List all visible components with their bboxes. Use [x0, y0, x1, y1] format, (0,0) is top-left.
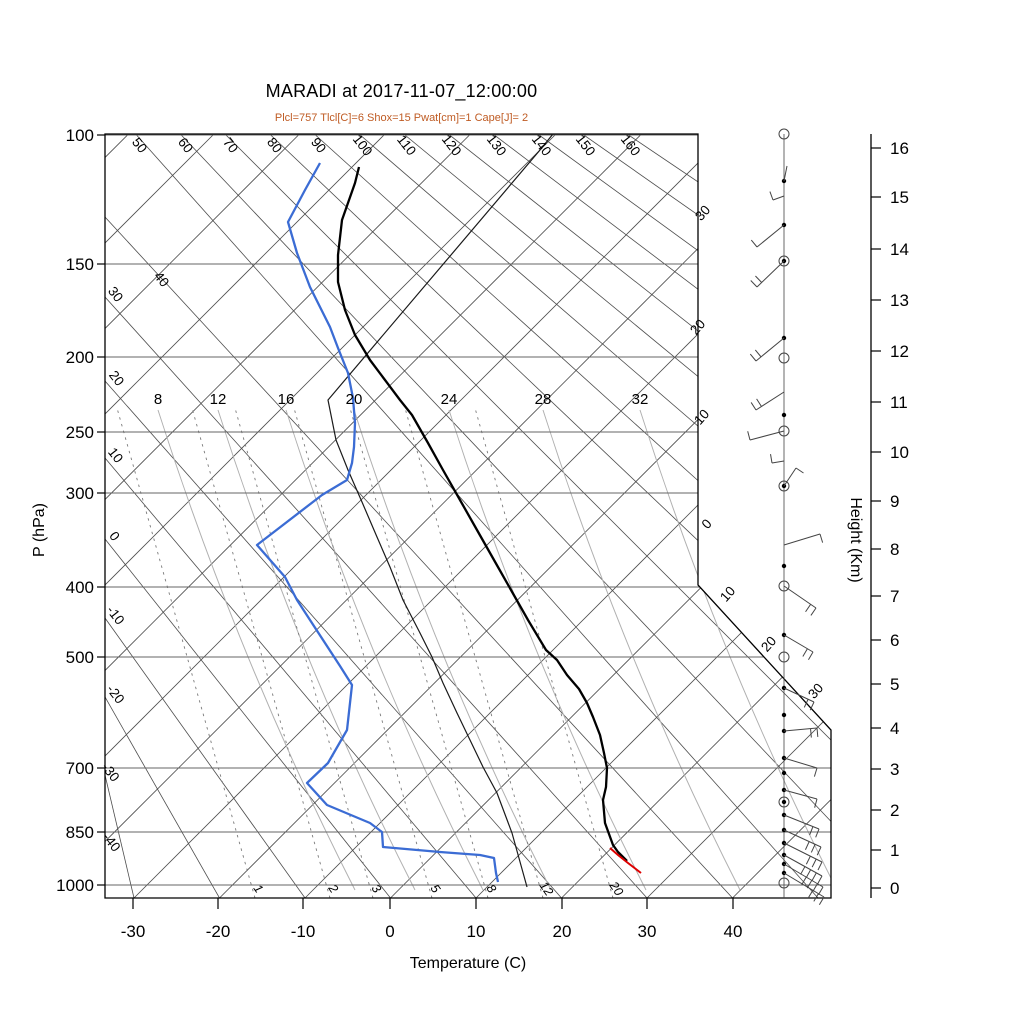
- sounding-indices-subtitle: Plcl=757 Tlcl[C]=6 Shox=15 Pwat[cm]=1 Ca…: [274, 112, 529, 124]
- svg-text:16: 16: [278, 391, 295, 408]
- svg-text:0: 0: [385, 922, 394, 941]
- svg-text:0: 0: [106, 529, 122, 544]
- svg-text:8: 8: [154, 391, 162, 408]
- svg-text:3: 3: [369, 882, 384, 896]
- svg-text:100: 100: [66, 126, 94, 145]
- svg-text:15: 15: [890, 188, 909, 207]
- parcel-curve: [327, 133, 554, 888]
- moist-adiabat-labels: 8 12 16 20 24 28 32: [154, 391, 649, 408]
- svg-text:24: 24: [441, 391, 458, 408]
- svg-text:8: 8: [484, 882, 499, 896]
- svg-text:6: 6: [890, 631, 899, 650]
- svg-text:20: 20: [553, 922, 572, 941]
- svg-text:2: 2: [890, 801, 899, 820]
- svg-text:-30: -30: [99, 760, 123, 785]
- svg-text:10: 10: [717, 583, 738, 604]
- svg-text:150: 150: [573, 132, 599, 159]
- svg-text:30: 30: [692, 202, 713, 223]
- svg-text:30: 30: [805, 680, 826, 701]
- svg-text:200: 200: [66, 348, 94, 367]
- svg-text:300: 300: [66, 484, 94, 503]
- svg-text:16: 16: [890, 139, 909, 158]
- svg-text:9: 9: [890, 492, 899, 511]
- svg-text:-40: -40: [100, 830, 124, 855]
- svg-text:40: 40: [724, 922, 743, 941]
- svg-text:8: 8: [890, 540, 899, 559]
- svg-text:5: 5: [428, 882, 443, 896]
- svg-text:7: 7: [890, 587, 899, 606]
- svg-text:50: 50: [129, 135, 150, 156]
- svg-text:700: 700: [66, 759, 94, 778]
- mixing-ratio-labels: 1 2 3 5 8 12 20: [251, 878, 626, 898]
- svg-text:1000: 1000: [56, 876, 94, 895]
- svg-text:400: 400: [66, 578, 94, 597]
- svg-text:150: 150: [66, 255, 94, 274]
- svg-text:-10: -10: [104, 603, 128, 628]
- svg-text:2: 2: [325, 881, 341, 896]
- svg-text:5: 5: [890, 675, 899, 694]
- svg-text:28: 28: [535, 391, 552, 408]
- svg-text:20: 20: [758, 633, 779, 654]
- plot-frame: [104, 133, 832, 899]
- svg-text:-20: -20: [104, 682, 128, 707]
- svg-text:40: 40: [151, 269, 172, 290]
- svg-text:20: 20: [106, 368, 127, 389]
- svg-text:70: 70: [220, 135, 241, 156]
- svg-text:30: 30: [105, 284, 126, 305]
- svg-text:-30: -30: [121, 922, 146, 941]
- svg-text:12: 12: [210, 391, 227, 408]
- svg-text:10: 10: [691, 406, 712, 427]
- svg-text:Height (Km): Height (Km): [847, 497, 864, 582]
- svg-text:140: 140: [529, 132, 555, 159]
- svg-text:120: 120: [439, 132, 465, 159]
- temperature-axis: -30 -20 -10 0 10 20 30 40 Temperature (C): [121, 898, 743, 972]
- svg-text:30: 30: [638, 922, 657, 941]
- wind-barb-column: [747, 128, 825, 905]
- svg-text:0: 0: [890, 879, 899, 898]
- svg-text:12: 12: [890, 342, 909, 361]
- svg-text:0: 0: [699, 516, 715, 532]
- svg-text:11: 11: [890, 393, 908, 412]
- svg-text:13: 13: [890, 291, 909, 310]
- surface-parcel-segment: [609, 847, 642, 874]
- svg-text:1: 1: [251, 882, 266, 896]
- page-title: MARADI at 2017-11-07_12:00:00: [265, 81, 538, 101]
- svg-text:500: 500: [66, 648, 94, 667]
- svg-text:20: 20: [606, 878, 626, 898]
- x-axis-title: Temperature (C): [410, 955, 526, 972]
- isotherm-right-labels: 30 20 10 0 10 20 30: [687, 202, 826, 701]
- svg-text:110: 110: [394, 132, 419, 158]
- dewpoint-curve: [255, 162, 500, 883]
- pressure-axis: 100 150 200 250 300 400 500 700 850 1000 P (hPa): [31, 126, 105, 895]
- svg-text:60: 60: [175, 135, 196, 156]
- svg-text:20: 20: [346, 391, 363, 408]
- svg-text:10: 10: [467, 922, 486, 941]
- svg-text:-20: -20: [206, 922, 231, 941]
- svg-text:90: 90: [308, 135, 329, 156]
- svg-text:-10: -10: [291, 922, 316, 941]
- svg-text:1: 1: [890, 841, 899, 860]
- svg-text:10: 10: [105, 445, 126, 466]
- svg-text:20: 20: [687, 316, 708, 337]
- svg-text:250: 250: [66, 423, 94, 442]
- svg-text:32: 32: [632, 391, 649, 408]
- svg-text:12: 12: [537, 879, 556, 898]
- svg-text:130: 130: [484, 132, 510, 159]
- svg-text:10: 10: [890, 443, 909, 462]
- svg-text:14: 14: [890, 240, 909, 259]
- svg-text:80: 80: [264, 135, 285, 156]
- temperature-curve: [336, 166, 628, 862]
- svg-text:4: 4: [890, 719, 899, 738]
- svg-text:3: 3: [890, 760, 899, 779]
- svg-text:100: 100: [350, 132, 376, 159]
- svg-text:P (hPa): P (hPa): [31, 503, 48, 557]
- svg-text:850: 850: [66, 823, 94, 842]
